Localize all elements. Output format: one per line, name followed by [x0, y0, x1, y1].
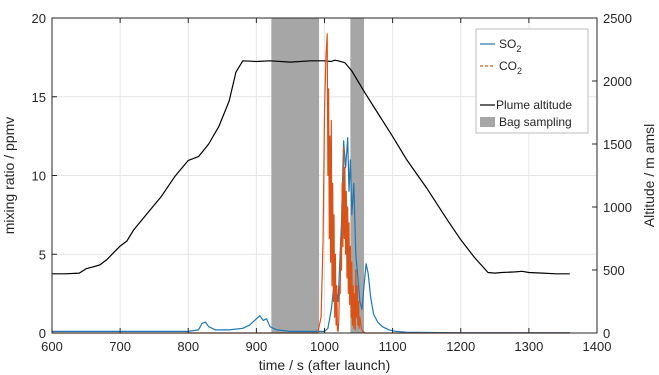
y-tick-label-right: 1500 [603, 137, 632, 152]
y-tick-label-left: 15 [32, 90, 46, 105]
x-tick-label: 1200 [446, 339, 475, 354]
x-tick-label: 1100 [379, 339, 407, 354]
axes: 600 700 800 900 1000 1100 1200 1300 140005101520… [32, 11, 632, 354]
series-layer [52, 33, 570, 334]
x-tick-label: 900 [246, 339, 268, 354]
y-axis-label-left: mixing ratio / ppmv [1, 117, 17, 234]
y-tick-label-right: 0 [603, 326, 610, 341]
x-tick-label: 1300 [514, 339, 543, 354]
legend-box [475, 28, 589, 134]
x-tick-label: 700 [109, 339, 131, 354]
x-tick-label: 800 [177, 339, 199, 354]
y-tick-label-right: 2500 [603, 11, 632, 26]
legend-label-so2: SO2 [499, 37, 521, 54]
y-tick-label-left: 0 [39, 326, 46, 341]
bag-sampling-regions [271, 18, 365, 333]
y-axis-label-right: Altitude / m amsl [641, 124, 657, 227]
y-tick-label-left: 10 [32, 169, 46, 184]
y-tick-label-right: 500 [603, 263, 625, 278]
legend-swatch-bag [480, 117, 495, 127]
legend-label-bag: Bag sampling [499, 115, 572, 129]
legend-label-altitude: Plume altitude [496, 98, 572, 112]
y-tick-label-right: 2000 [603, 74, 632, 89]
y-tick-label-left: 5 [39, 247, 46, 262]
legend: SO2 CO2 Plume altitude Bag sampling [475, 28, 589, 134]
legend-label-co2: CO2 [499, 59, 522, 76]
bag-sampling-region [271, 18, 320, 333]
y-tick-label-right: 1000 [603, 200, 632, 215]
x-tick-label: 600 [41, 339, 63, 354]
x-tick-label: 1000 [310, 339, 339, 354]
series-line-plume-altitude [52, 59, 570, 275]
x-tick-label: 1400 [583, 339, 612, 354]
y-tick-label-left: 20 [32, 11, 46, 26]
series-line-co2 [52, 33, 570, 334]
bag-sampling-region [350, 18, 365, 333]
x-axis-label: time / s (after launch) [259, 357, 391, 373]
